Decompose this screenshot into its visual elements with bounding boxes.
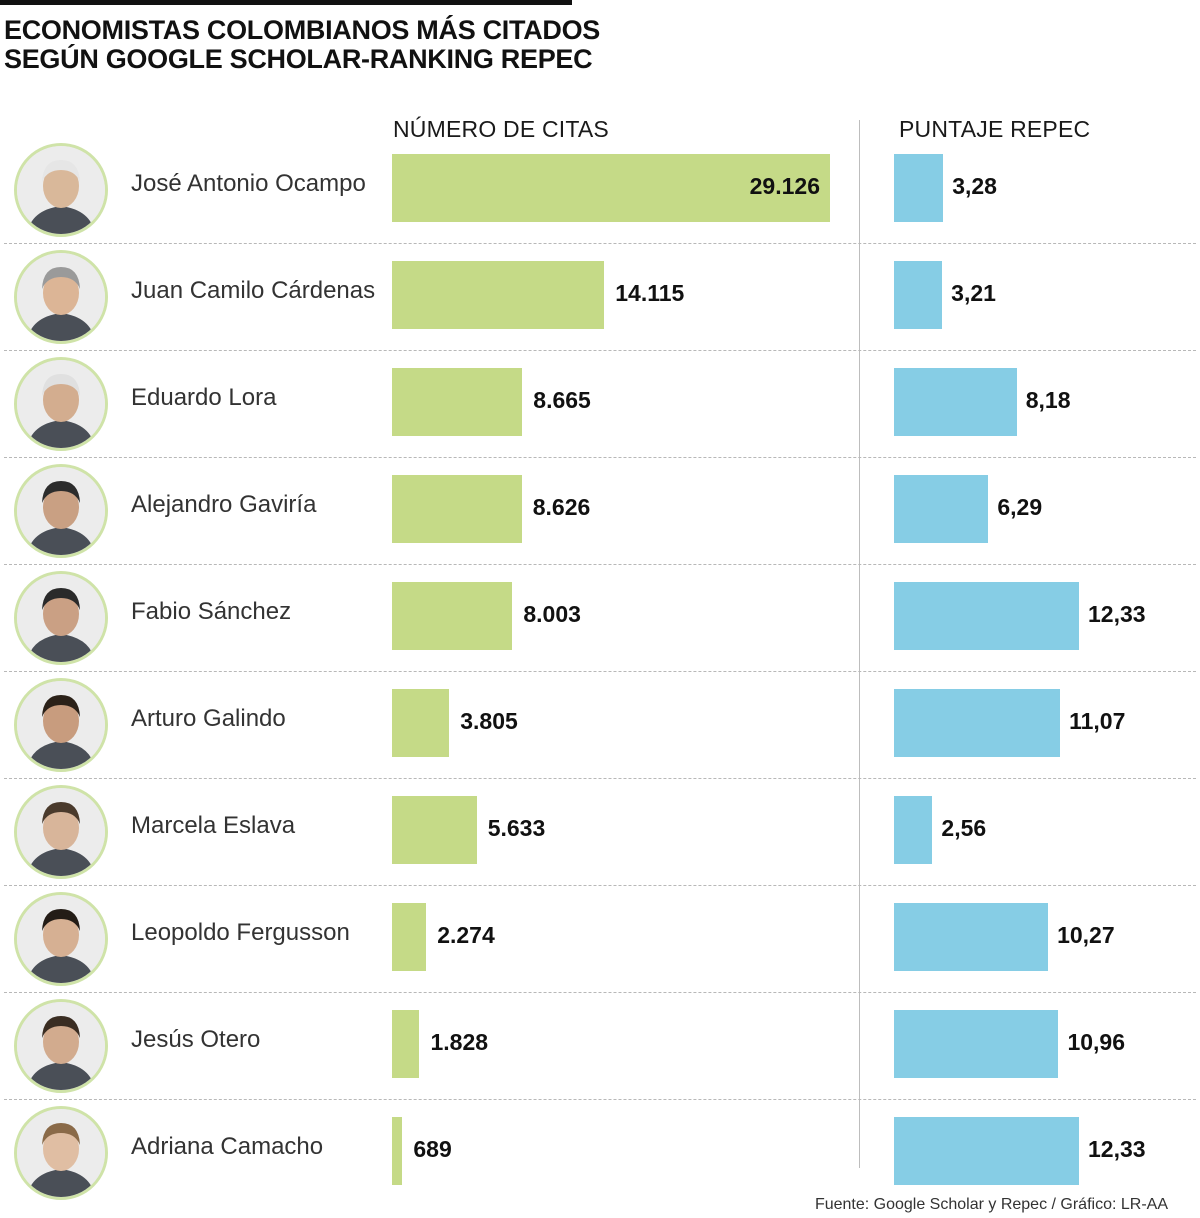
citations-value-label: 1.828 (430, 1029, 489, 1055)
avatar (14, 892, 108, 986)
repec-bar (894, 475, 989, 543)
repec-bar (894, 261, 943, 329)
chart-row: Jesús Otero 1.828 10,96 (0, 993, 1200, 1100)
row-separator (4, 243, 1196, 244)
citations-bar (392, 796, 477, 864)
top-rule (0, 0, 572, 5)
economist-name: José Antonio Ocampo (131, 170, 366, 197)
repec-bar (894, 154, 944, 222)
column-header-citas: NÚMERO DE CITAS (393, 116, 609, 142)
row-separator (4, 457, 1196, 458)
citations-bar (392, 261, 605, 329)
repec-value-label: 12,33 (1088, 601, 1146, 627)
chart-row: José Antonio Ocampo 29.126 3,28 (0, 137, 1200, 244)
economist-name: Eduardo Lora (131, 384, 277, 411)
chart-row: Leopoldo Fergusson 2.274 10,27 (0, 886, 1200, 993)
citations-value-label: 2.274 (437, 922, 495, 948)
economist-name: Alejandro Gaviría (131, 491, 317, 518)
row-separator (4, 350, 1196, 351)
row-separator (4, 992, 1196, 993)
citations-bar (392, 1117, 403, 1185)
avatar (14, 464, 108, 558)
citations-value-label: 8.626 (532, 494, 591, 520)
repec-value-label: 12,33 (1088, 1136, 1146, 1162)
repec-bar (894, 368, 1017, 436)
avatar (14, 678, 108, 772)
avatar (14, 357, 108, 451)
citations-value-label: 8.003 (523, 601, 581, 627)
chart-title: ECONOMISTAS COLOMBIANOS MÁS CITADOS SEGÚ… (4, 16, 604, 74)
citations-bar (392, 475, 522, 543)
avatar (14, 1106, 108, 1200)
citations-value-label: 14.115 (615, 280, 685, 306)
citations-bar (392, 582, 513, 650)
economist-name: Juan Camilo Cárdenas (131, 277, 376, 304)
repec-value-label: 6,29 (997, 494, 1043, 520)
avatar (14, 143, 108, 237)
row-separator (4, 885, 1196, 886)
chart-row: Eduardo Lora 8.665 8,18 (0, 351, 1200, 458)
source-note: Fuente: Google Scholar y Repec / Gráfico… (814, 1196, 1168, 1213)
economist-name: Leopoldo Fergusson (131, 919, 350, 946)
repec-value-label: 2,56 (941, 815, 987, 841)
citations-bar (392, 368, 523, 436)
avatar (14, 785, 108, 879)
avatar (14, 571, 108, 665)
citations-value-label: 29.126 (749, 173, 820, 199)
row-separator (4, 671, 1196, 672)
repec-bar (894, 582, 1079, 650)
citations-bar (392, 154, 830, 222)
avatar (14, 250, 108, 344)
citations-value-label: 8.665 (533, 387, 591, 413)
repec-bar (894, 1010, 1059, 1078)
avatar (14, 999, 108, 1093)
chart-row: Fabio Sánchez 8.003 12,33 (0, 565, 1200, 672)
chart-row: Alejandro Gaviría 8.626 6,29 (0, 458, 1200, 565)
repec-bar (894, 796, 933, 864)
column-header-repec: PUNTAJE REPEC (899, 116, 1091, 142)
economist-name: Fabio Sánchez (131, 598, 292, 625)
repec-value-label: 3,21 (951, 280, 996, 306)
economist-name: Adriana Camacho (131, 1133, 324, 1160)
title-line-2: SEGÚN GOOGLE SCHOLAR-RANKING REPEC (4, 44, 593, 74)
economist-name: Marcela Eslava (131, 812, 296, 839)
row-separator (4, 778, 1196, 779)
repec-value-label: 10,96 (1067, 1029, 1125, 1055)
repec-bar (894, 689, 1061, 757)
repec-bar (894, 1117, 1079, 1185)
repec-value-label: 11,07 (1069, 708, 1126, 734)
citations-bar (392, 689, 450, 757)
citations-bar (392, 1010, 420, 1078)
economist-name: Jesús Otero (131, 1026, 261, 1053)
column-divider (859, 120, 860, 1168)
citations-bar (392, 903, 427, 971)
chart-row: Marcela Eslava 5.633 2,56 (0, 779, 1200, 886)
citations-value-label: 5.633 (487, 815, 546, 841)
repec-value-label: 10,27 (1057, 922, 1115, 948)
repec-bar (894, 903, 1049, 971)
row-separator (4, 1099, 1196, 1100)
citations-value-label: 689 (413, 1136, 452, 1162)
citations-value-label: 3.805 (460, 708, 518, 734)
economist-name: Arturo Galindo (131, 705, 286, 732)
repec-value-label: 3,28 (952, 173, 997, 199)
chart-row: Adriana Camacho 689 12,33 (0, 1100, 1200, 1207)
chart-row: Juan Camilo Cárdenas 14.115 3,21 (0, 244, 1200, 351)
row-separator (4, 564, 1196, 565)
title-line-1: ECONOMISTAS COLOMBIANOS MÁS CITADOS (4, 15, 600, 45)
repec-value-label: 8,18 (1025, 387, 1071, 413)
chart-row: Arturo Galindo 3.805 11,07 (0, 672, 1200, 779)
